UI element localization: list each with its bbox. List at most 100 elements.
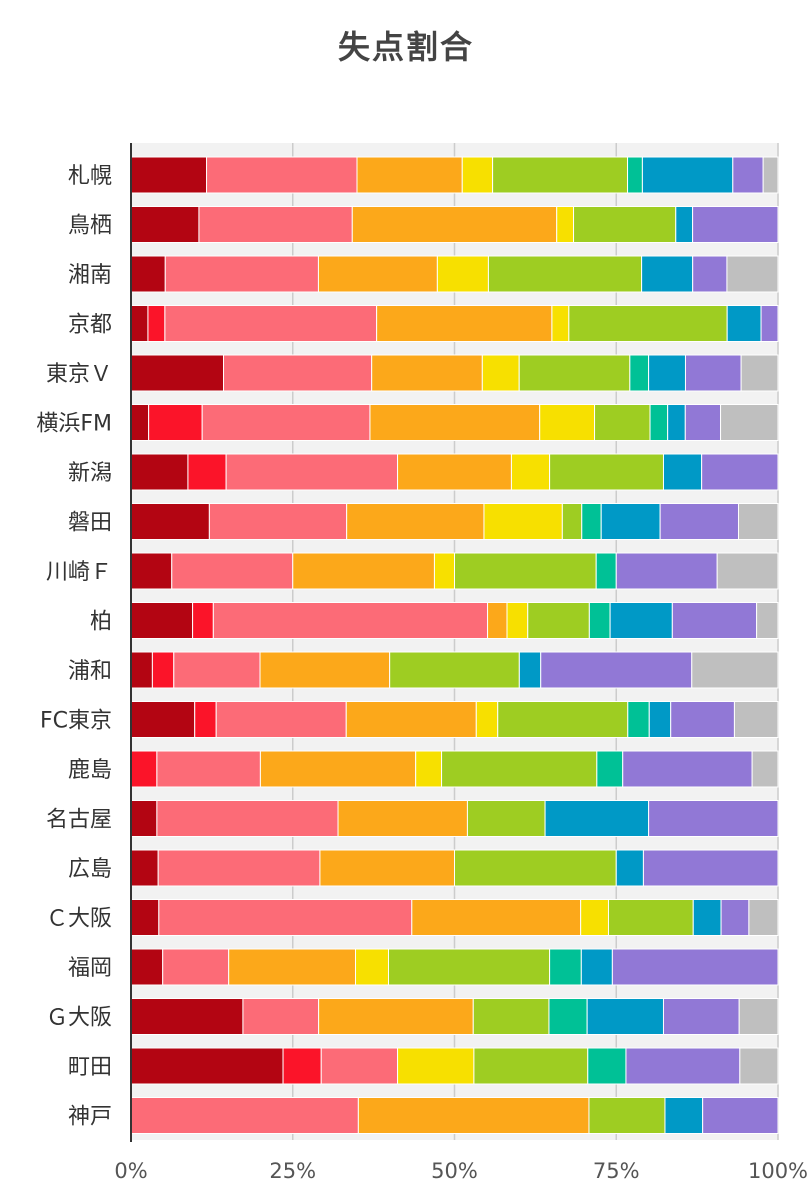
bar-segment <box>415 750 443 788</box>
bar-segment <box>627 701 650 738</box>
gridlines <box>131 143 779 1140</box>
bar-segment <box>337 800 468 837</box>
bar-segment <box>156 750 261 788</box>
bar-segment <box>212 602 489 639</box>
bar-segment <box>454 849 617 887</box>
bar-segment <box>162 948 230 986</box>
bar-segment <box>130 404 150 441</box>
x-tick-labels: 0% 25% 50% 75% 100% <box>114 1159 808 1183</box>
bar-segment <box>649 404 669 441</box>
bar-segment <box>130 602 194 639</box>
bar-segment <box>397 453 512 491</box>
bar-segment <box>345 701 477 738</box>
bar-segment <box>540 651 693 689</box>
bar-segment <box>544 800 650 837</box>
bar-segment <box>147 305 166 342</box>
category-label: 新潟 <box>68 461 112 486</box>
bar-segment <box>615 552 718 590</box>
bar-segment <box>664 1097 704 1134</box>
bar-segment <box>228 948 357 986</box>
bar-segment <box>518 354 631 392</box>
bar-segment <box>551 305 570 342</box>
bar-segment <box>732 156 764 194</box>
category-label: 川崎Ｆ <box>46 560 112 585</box>
bar-segment <box>738 998 779 1035</box>
bar-segment <box>701 453 779 491</box>
bar-segment <box>130 1047 284 1085</box>
bar-segment <box>242 998 320 1035</box>
bar-segment <box>130 750 158 788</box>
bar-segment <box>627 156 643 194</box>
bar-segment <box>198 206 353 243</box>
category-label: 東京Ｖ <box>46 362 112 387</box>
bar-segment <box>369 404 541 441</box>
bar-segment <box>760 305 779 342</box>
category-label: 京都 <box>68 313 112 338</box>
bar-segment <box>259 651 391 689</box>
bar-segment <box>539 404 596 441</box>
bar-segment <box>130 701 196 738</box>
bar-segment <box>192 602 214 639</box>
bar-segment <box>692 899 722 936</box>
bar-segment <box>506 602 529 639</box>
bar-segment <box>206 156 358 194</box>
bar-segment <box>292 552 435 590</box>
bar-segment <box>580 948 613 986</box>
category-label: 名古屋 <box>46 808 112 833</box>
bar-segment <box>492 156 629 194</box>
bar-segment <box>151 651 175 689</box>
bar-segment <box>740 354 779 392</box>
bar-segment <box>702 1097 779 1134</box>
bar-segment <box>201 404 371 441</box>
bar-segment <box>388 948 551 986</box>
category-label: 鹿島 <box>68 758 112 783</box>
bar-segment <box>609 602 673 639</box>
category-label: 神戸 <box>68 1105 112 1130</box>
category-label: 横浜FM <box>36 412 112 437</box>
bar-segment <box>130 899 160 936</box>
bar-segment <box>156 800 339 837</box>
bar-segment <box>356 156 463 194</box>
bar-segment <box>475 701 499 738</box>
bar-segment <box>737 503 779 540</box>
bar-segment <box>320 1047 399 1085</box>
category-label: Ｃ大阪 <box>46 907 112 932</box>
bar-segment <box>223 354 373 392</box>
bar-segment <box>594 404 651 441</box>
bar-segment <box>130 453 189 491</box>
bar-segment <box>317 255 438 293</box>
bar-segment <box>130 849 159 887</box>
bar-segment <box>130 651 153 689</box>
bar-segment <box>472 998 550 1035</box>
bar-segment <box>641 255 694 293</box>
bar-segment <box>454 552 597 590</box>
category-label: 札幌 <box>68 164 112 189</box>
bar-segment <box>726 255 779 293</box>
bar-segment <box>171 552 294 590</box>
bar-segment <box>208 503 348 540</box>
bar-segment <box>548 998 588 1035</box>
bar-segment <box>164 255 319 293</box>
bar-segment <box>259 750 417 788</box>
bar-segment <box>130 206 200 243</box>
category-label: 柏 <box>90 610 112 635</box>
bar-segment <box>466 800 546 837</box>
category-label: 町田 <box>68 1055 112 1080</box>
bar-segment <box>573 206 677 243</box>
bar-segment <box>130 998 244 1035</box>
bar-segment <box>648 800 779 837</box>
bar-segment <box>441 750 598 788</box>
bar-segment <box>433 552 455 590</box>
bar-segment <box>130 156 208 194</box>
bar-segment <box>588 602 611 639</box>
bar-segment <box>483 503 563 540</box>
bar-segment <box>607 899 694 936</box>
bar-segment <box>130 354 225 392</box>
x-tick-label: 100% <box>748 1159 808 1183</box>
bar-segment <box>684 354 742 392</box>
bar-segment <box>130 305 149 342</box>
bar-segment <box>215 701 347 738</box>
category-label: Ｇ大阪 <box>46 1006 112 1031</box>
bar-segment <box>148 404 203 441</box>
bar-segment <box>648 354 686 392</box>
